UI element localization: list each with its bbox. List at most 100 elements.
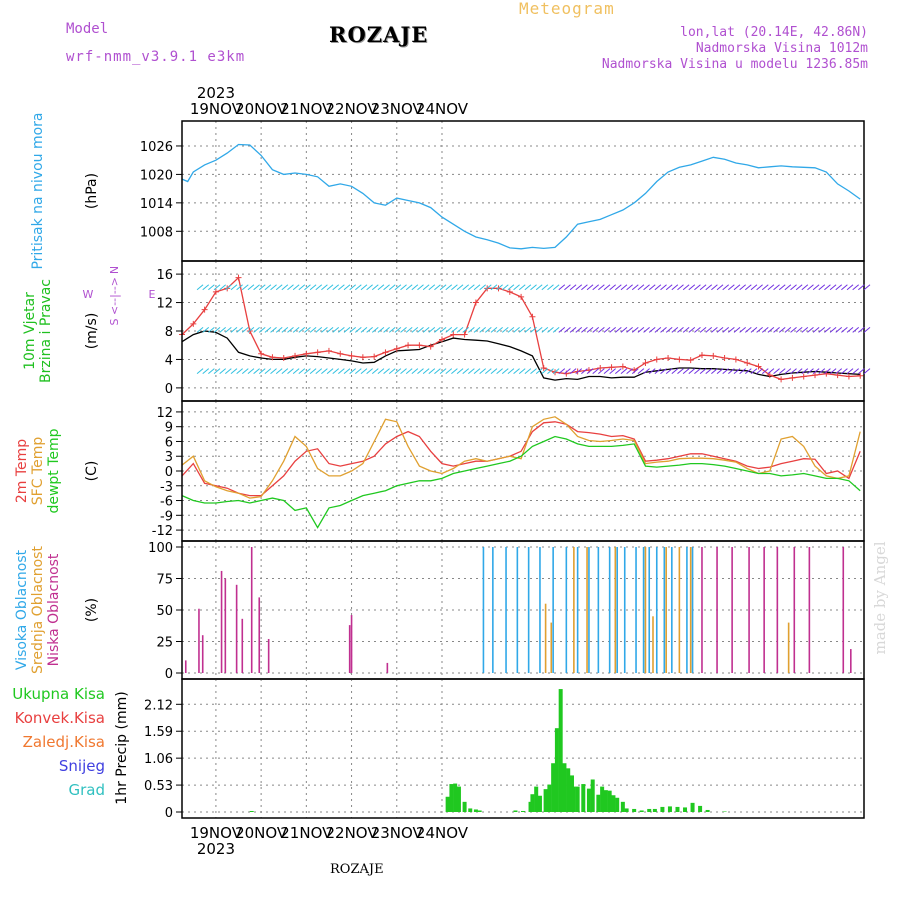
wind-barb: [394, 284, 402, 291]
wind-barb: [677, 368, 684, 375]
wind-barb: [518, 284, 526, 291]
wind-barb: [275, 368, 283, 375]
wind-barb: [631, 368, 639, 375]
wind-barb: [530, 368, 537, 375]
precip-bar: [547, 784, 552, 812]
precip-bar: [623, 547, 626, 673]
wind-gust-marker: [755, 363, 762, 370]
wind-barb: [411, 284, 419, 291]
wind-gust-marker: [303, 350, 310, 357]
wind-barb: [807, 368, 814, 375]
precip-bar: [348, 625, 351, 673]
wind-barb: [196, 284, 204, 291]
wind-barb: [468, 327, 475, 333]
wind-gust-marker: [212, 288, 219, 295]
precip-bar: [644, 547, 647, 673]
y-tick-label: 12: [156, 297, 173, 312]
wind-barb: [338, 368, 345, 375]
panel-side-label: SFC Temp: [30, 437, 46, 506]
wind-gust-marker: [472, 299, 479, 306]
wind-barb: [434, 284, 441, 291]
wind-barb: [626, 284, 633, 291]
y-tick-label: 1008: [140, 225, 173, 240]
wind-barb: [405, 327, 413, 333]
wind-gust-marker: [427, 343, 434, 350]
wind-barb: [428, 284, 436, 291]
wind-barb: [360, 368, 368, 375]
wind-barb: [778, 368, 786, 375]
wind-barb: [614, 327, 622, 333]
x-day-label-top: 20NOV: [235, 100, 288, 118]
y-tick-label: 1026: [140, 140, 173, 155]
wind-barb: [773, 327, 780, 333]
model-altitude-label: Nadmorska Visina u modelu 1236.85m: [601, 57, 868, 72]
precip-bar: [615, 797, 620, 812]
wind-barb: [654, 368, 662, 375]
wind-barb: [253, 284, 260, 291]
wind-barb: [518, 368, 526, 375]
wind-gust-marker: [834, 372, 841, 379]
x-day-label-top: 21NOV: [280, 100, 333, 118]
wind-barb: [236, 368, 243, 375]
compass-axis: <--|-->: [108, 277, 121, 315]
wind-barb: [835, 368, 843, 375]
wind-barb: [722, 327, 730, 333]
wind-barb: [281, 284, 289, 291]
wind-barb: [366, 368, 373, 375]
wind-gust-marker: [687, 357, 694, 364]
wind-barb: [485, 284, 492, 291]
y-tick-label: 1.59: [144, 725, 173, 740]
wind-barb: [264, 284, 272, 291]
precip-bar: [350, 615, 353, 673]
y-tick-label: 0: [165, 667, 173, 682]
x-day-label-bottom: 19NOV: [190, 824, 243, 842]
x-day-label-bottom: 24NOV: [416, 824, 469, 842]
wind-barb: [315, 284, 323, 291]
wind-barb: [434, 368, 441, 375]
wind-gust-marker: [845, 373, 852, 380]
wind-barb: [569, 284, 577, 291]
precip-bar: [220, 570, 223, 673]
wind-barb: [586, 368, 594, 375]
wind-gust-marker: [201, 306, 208, 313]
x-day-label-top: 23NOV: [371, 100, 424, 118]
precip-bar: [683, 807, 688, 812]
wind-barb: [858, 284, 865, 291]
wind-barb: [230, 327, 238, 333]
wind-barb: [547, 327, 554, 333]
wind-barb: [598, 284, 605, 291]
wind-barb: [496, 284, 503, 291]
wind-barb: [292, 368, 300, 375]
wind-barb: [761, 327, 769, 333]
wind-gust-marker: [676, 356, 683, 363]
wind-barb: [422, 368, 430, 375]
wind-gust-marker: [506, 288, 513, 295]
wind-barb: [524, 327, 532, 333]
wind-barb: [439, 368, 447, 375]
wind-barb: [711, 327, 718, 333]
wind-gust-marker: [812, 372, 819, 379]
wind-barb: [705, 327, 713, 333]
wind-barb: [846, 368, 854, 375]
wind-barb: [230, 368, 238, 375]
precip-legend-label: Ukupna Kisa: [12, 685, 105, 703]
wind-barb: [564, 327, 571, 333]
wind-barb: [801, 327, 809, 333]
wind-barb: [360, 284, 368, 291]
wind-barb: [377, 327, 385, 333]
wind-barb: [654, 327, 662, 333]
wind-barb: [275, 327, 283, 333]
y-tick-label: 8: [165, 325, 173, 340]
precip-unit-label: 1hr Precip (mm): [114, 691, 130, 804]
precip-bar: [482, 547, 485, 673]
panel-side-label: 10m Vjetar: [22, 292, 38, 370]
wind-barb: [388, 368, 396, 375]
wind-barb: [603, 284, 611, 291]
wind-barb: [739, 284, 746, 291]
wind-barb: [733, 327, 741, 333]
wind-barb: [400, 327, 407, 333]
x-year-label-bottom: 2023: [197, 840, 235, 858]
series-line: [181, 143, 861, 250]
wind-gust-marker: [778, 376, 785, 383]
